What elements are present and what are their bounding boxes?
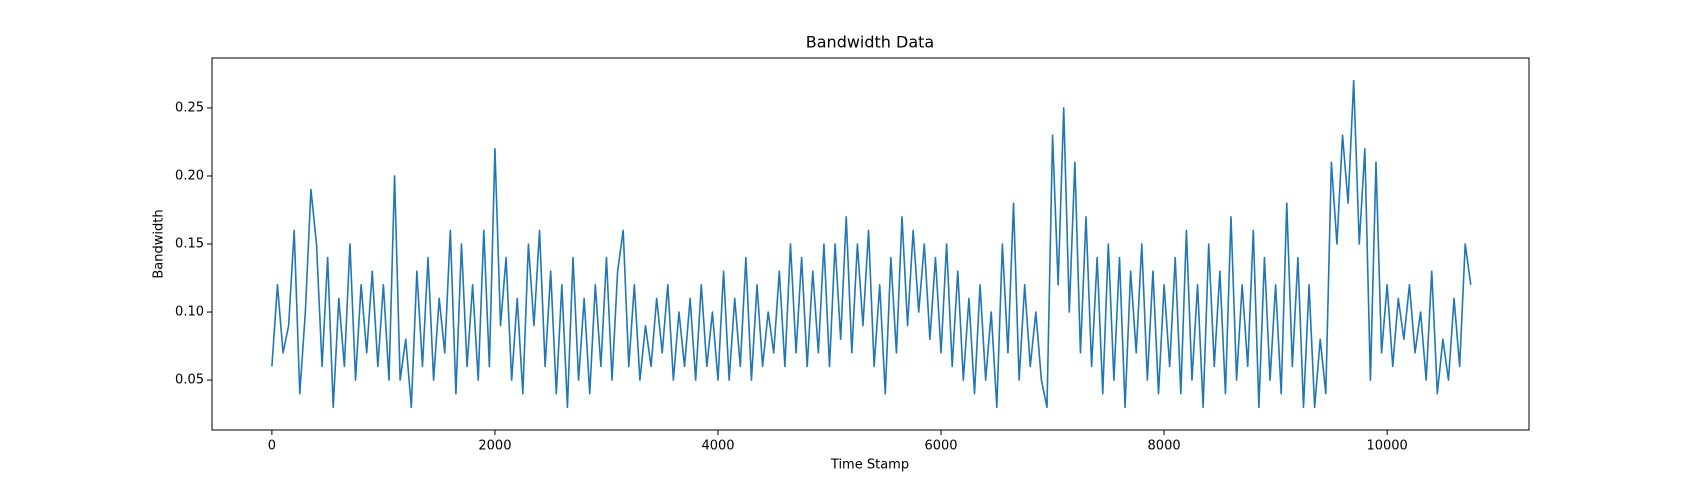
plot-frame — [211, 57, 1530, 431]
y-tick-label: 0.05 — [175, 373, 204, 388]
y-tick-label: 0.25 — [175, 100, 204, 115]
chart-title: Bandwidth Data — [806, 33, 934, 52]
y-tick-label: 0.20 — [175, 168, 204, 183]
y-axis-label: Bandwidth — [152, 209, 167, 278]
x-tick-label: 4000 — [701, 439, 734, 454]
x-axis-label: Time Stamp — [830, 458, 909, 473]
y-tick-label: 0.10 — [175, 305, 204, 320]
x-tick-label: 8000 — [1148, 439, 1181, 454]
data-line — [271, 79, 1472, 409]
x-tick-label: 10000 — [1366, 439, 1407, 454]
x-tick-label: 6000 — [924, 439, 957, 454]
y-tick-label: 0.15 — [175, 237, 204, 252]
x-tick-label: 2000 — [478, 439, 511, 454]
x-tick-label: 0 — [268, 439, 276, 454]
